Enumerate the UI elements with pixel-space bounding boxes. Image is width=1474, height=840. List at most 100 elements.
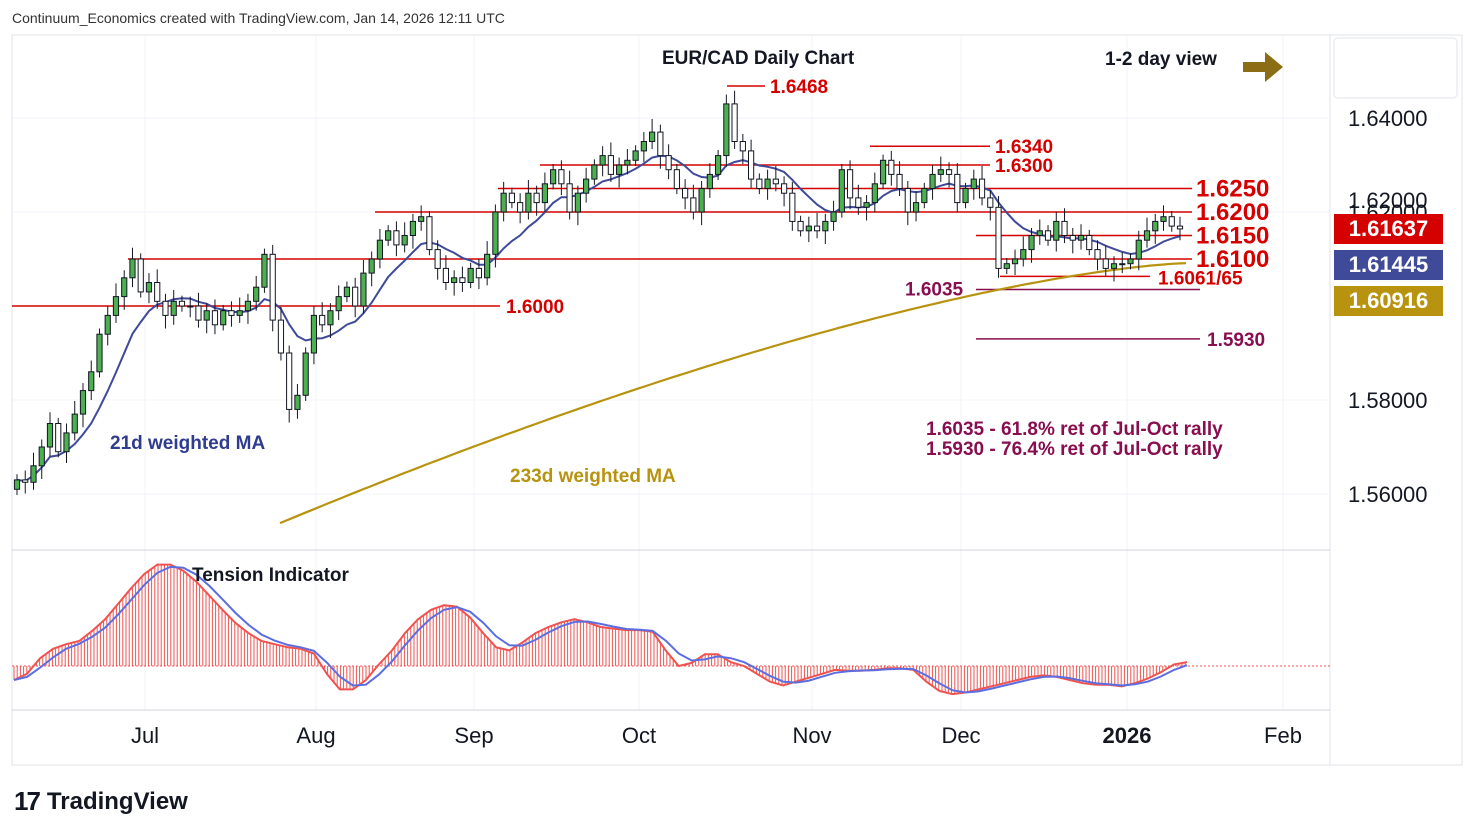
candle-body <box>30 465 37 483</box>
candle-body <box>426 216 433 251</box>
candle <box>319 302 326 333</box>
candle-body <box>830 211 837 222</box>
candle-body <box>756 178 763 190</box>
candle <box>1176 216 1184 241</box>
candle-body <box>327 310 334 326</box>
candle-body <box>484 253 491 279</box>
y-tick-label: 1.62000 <box>1348 188 1428 213</box>
candle-body <box>508 192 515 204</box>
candle-body <box>624 159 631 166</box>
candle <box>253 275 260 311</box>
candle <box>987 190 994 221</box>
candle <box>871 172 878 212</box>
candle-body <box>739 141 746 152</box>
chart-credit: Continuum_Economics created with Trading… <box>12 10 505 26</box>
candle-body <box>96 333 103 373</box>
candle <box>96 328 103 378</box>
level-label-1.6200: 1.6200 <box>1196 199 1269 226</box>
candle <box>879 154 887 190</box>
candle-body <box>253 286 260 302</box>
candle <box>912 191 920 222</box>
x-tick-label: Nov <box>792 723 831 748</box>
candle-body <box>1086 235 1093 251</box>
candle-body <box>277 319 285 354</box>
y-tick-label: 1.64000 <box>1348 106 1428 131</box>
candle <box>970 169 977 200</box>
y-tick-label: 1.56000 <box>1348 482 1428 507</box>
candle <box>170 290 177 325</box>
candle <box>38 439 45 479</box>
candle <box>335 285 342 321</box>
candle-body <box>714 155 722 175</box>
candle <box>451 270 458 296</box>
tradingview-logo-text: TradingView <box>46 787 188 815</box>
level-label-1.6061-65: 1.6061/65 <box>1158 268 1243 289</box>
candle <box>813 212 821 239</box>
tension-indicator-label: Tension Indicator <box>192 565 350 586</box>
candle <box>805 216 812 243</box>
candle <box>896 161 903 197</box>
candle <box>673 164 680 195</box>
candle-body <box>236 310 243 316</box>
level-label-1.6340: 1.6340 <box>995 137 1053 158</box>
candle <box>154 269 161 309</box>
candle <box>1102 245 1109 276</box>
x-tick-label: Feb <box>1264 723 1302 748</box>
candle-body <box>220 310 227 326</box>
level-label-1.6150: 1.6150 <box>1196 223 1269 250</box>
candle-body <box>1135 239 1142 260</box>
candle-body <box>978 178 986 199</box>
candle-body <box>418 216 425 222</box>
candle-body <box>673 169 680 189</box>
candle-body <box>294 394 301 410</box>
candle <box>162 293 169 329</box>
candle-body <box>1102 258 1109 269</box>
candle-body <box>360 272 367 307</box>
candle-body <box>954 173 961 204</box>
candle-body <box>129 258 136 279</box>
candle <box>187 296 194 318</box>
candle <box>63 423 70 463</box>
price-tag: 1.61445 <box>1334 250 1443 280</box>
candle-body <box>409 220 417 236</box>
price-tag: 1.60916 <box>1334 286 1443 316</box>
candle <box>228 301 235 327</box>
candle-body <box>863 202 870 208</box>
x-tick-label: Aug <box>296 723 335 748</box>
candle <box>690 184 697 220</box>
candle-body <box>1127 258 1134 265</box>
tension-line-fast <box>13 563 1188 696</box>
candle <box>780 176 788 207</box>
candle-body <box>904 188 911 213</box>
candle <box>261 248 268 293</box>
candle <box>1003 258 1010 275</box>
candle-body <box>46 423 54 448</box>
candle <box>30 452 37 490</box>
candle <box>492 204 499 268</box>
candle-body <box>302 352 309 396</box>
candle-body <box>813 225 821 232</box>
candle <box>962 182 969 209</box>
level-label-1.6300: 1.6300 <box>995 156 1053 177</box>
candle <box>723 94 730 167</box>
candle <box>236 297 243 323</box>
candle <box>945 162 953 188</box>
candle-body <box>517 202 524 213</box>
candle <box>682 179 689 210</box>
candle-body <box>1143 230 1151 241</box>
candle-body <box>492 211 499 255</box>
candle <box>294 384 301 419</box>
candle-body <box>145 282 153 293</box>
candle <box>789 181 796 231</box>
candle-body <box>63 432 70 453</box>
candle-body <box>574 192 581 213</box>
candle <box>1028 227 1035 263</box>
candle <box>467 262 474 289</box>
candle-body <box>822 220 829 232</box>
candle <box>418 205 425 231</box>
candle-body <box>912 202 920 213</box>
level-label-1.6250: 1.6250 <box>1196 176 1269 203</box>
candle <box>995 196 1002 278</box>
